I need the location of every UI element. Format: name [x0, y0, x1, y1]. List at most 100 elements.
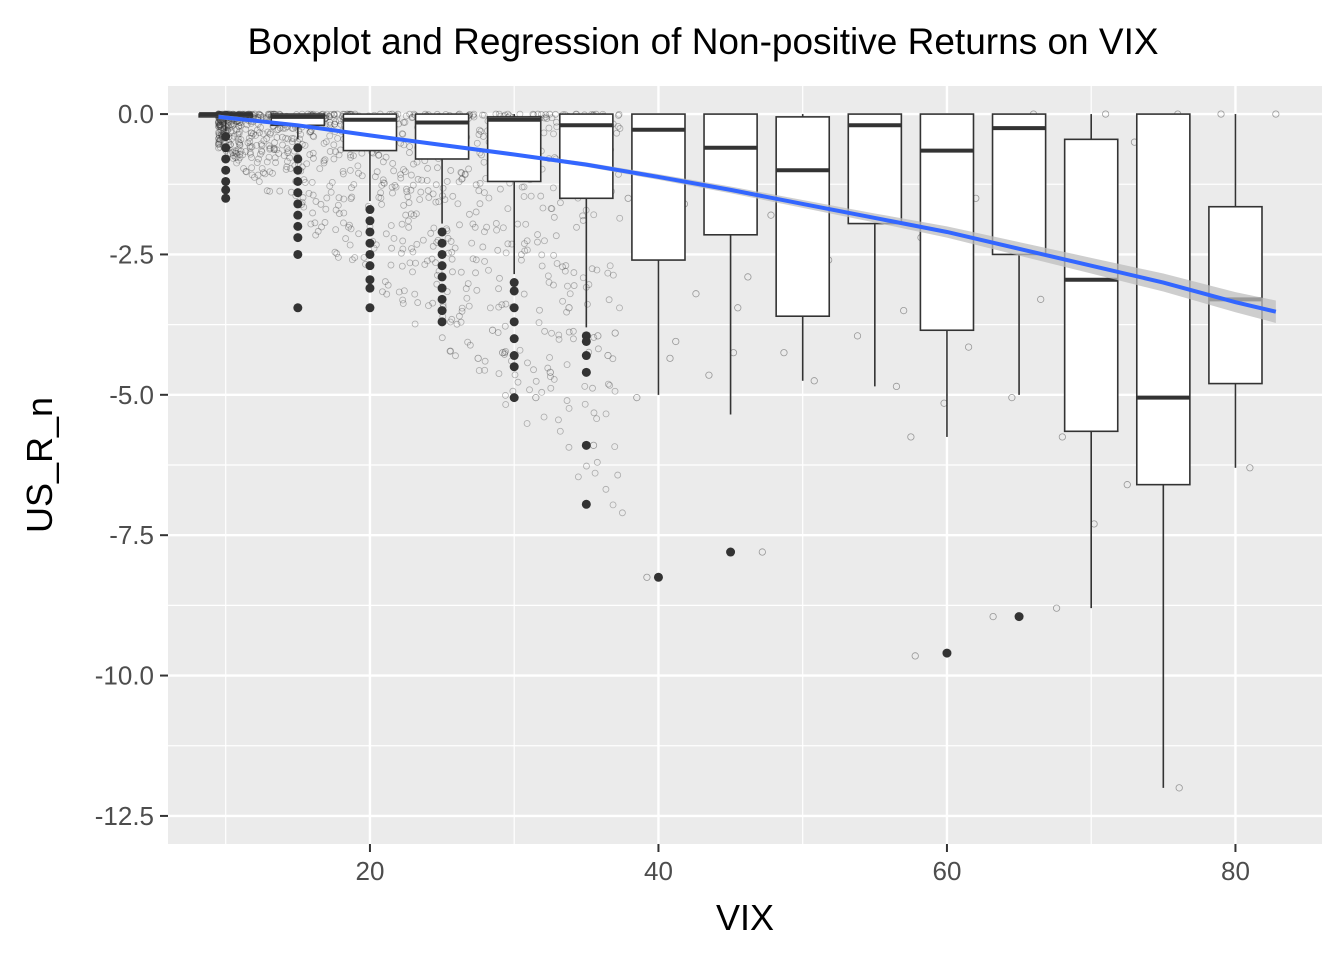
outlier-point	[221, 176, 231, 186]
scatter-point	[271, 154, 279, 162]
scatter-point	[283, 145, 291, 152]
scatter-point	[552, 110, 559, 118]
scatter-point	[216, 121, 224, 129]
scatter-point	[347, 225, 355, 233]
scatter-point	[911, 652, 919, 660]
scatter-point	[494, 329, 502, 336]
scatter-point	[488, 326, 497, 334]
scatter-point	[397, 174, 405, 182]
scatter-point	[1272, 110, 1280, 118]
scatter-point	[616, 125, 624, 132]
scatter-point	[463, 294, 471, 302]
scatter-point	[257, 123, 264, 131]
scatter-point	[266, 145, 274, 153]
scatter-point	[354, 162, 362, 170]
regression-line	[218, 114, 1277, 314]
scatter-point	[274, 126, 282, 133]
scatter-point	[535, 319, 543, 326]
scatter-point	[248, 171, 256, 179]
scatter-point	[570, 335, 577, 343]
outlier-point	[509, 334, 519, 344]
outlier-point	[437, 261, 447, 271]
scatter-point	[351, 254, 359, 261]
scatter-point	[465, 302, 473, 310]
scatter-point	[570, 269, 578, 276]
scatter-point	[604, 351, 612, 360]
scatter-point	[379, 176, 387, 184]
box	[991, 113, 1047, 256]
y-tick-label: -7.5	[109, 520, 154, 550]
scatter-point	[407, 186, 415, 194]
scatter-point	[523, 420, 531, 427]
axes: 0.0 -2.5 -5.0 -7.5 -10.0 -12.5 20 40 60 80	[95, 99, 1250, 886]
scatter-point	[563, 308, 570, 316]
scatter-point	[526, 386, 533, 394]
scatter-point	[326, 148, 334, 155]
scatter-point	[465, 165, 472, 173]
scatter-point	[236, 141, 244, 149]
scatter-point	[270, 144, 278, 152]
scatter-point	[550, 130, 557, 138]
scatter-point	[233, 153, 241, 161]
scatter-point	[486, 304, 494, 312]
scatter-point	[288, 138, 296, 146]
boxplot-65	[991, 113, 1047, 622]
scatter-point	[458, 169, 465, 177]
scatter-point	[235, 130, 243, 138]
scatter-point	[480, 111, 488, 119]
scatter-point	[472, 256, 480, 264]
scatter-point	[615, 110, 623, 118]
scatter-point	[246, 142, 254, 150]
scatter-point	[606, 381, 614, 389]
scatter-point	[227, 128, 235, 136]
scatter-point	[594, 332, 602, 340]
outlier-point	[293, 210, 303, 220]
scatter-point	[321, 156, 329, 164]
scatter-point	[407, 171, 415, 179]
scatter-point	[258, 148, 266, 156]
chart-title: Boxplot and Regression of Non-positive R…	[247, 21, 1158, 62]
scatter-point	[270, 146, 278, 153]
scatter-point	[400, 119, 407, 126]
scatter-point	[400, 166, 407, 173]
scatter-point	[265, 142, 273, 150]
scatter-point	[275, 150, 283, 157]
scatter-point	[258, 165, 266, 172]
scatter-point	[593, 458, 601, 466]
scatter-point	[604, 380, 612, 388]
x-tick-label: 40	[644, 856, 673, 886]
scatter-point	[260, 130, 267, 138]
outlier-point	[437, 306, 447, 316]
scatter-point	[231, 147, 238, 155]
scatter-point	[562, 262, 570, 269]
scatter-point	[220, 125, 228, 133]
scatter-point	[234, 130, 242, 138]
outlier-point	[581, 351, 591, 361]
scatter-point	[284, 158, 291, 165]
scatter-point	[257, 140, 265, 148]
scatter-point	[563, 397, 571, 404]
scatter-point	[564, 282, 571, 290]
scatter-point	[593, 266, 601, 274]
scatter-point	[237, 121, 245, 129]
scatter-point	[306, 151, 314, 158]
scatter-point	[284, 147, 292, 155]
scatter-point	[444, 234, 452, 242]
scatter-point	[263, 135, 271, 142]
scatter-point	[758, 548, 766, 556]
scatter-point	[493, 226, 500, 234]
scatter-point	[242, 167, 250, 175]
scatter-point	[429, 242, 437, 250]
outlier-point	[293, 199, 303, 209]
scatter-point	[307, 220, 315, 228]
scatter-point	[342, 235, 350, 242]
scatter-point	[330, 155, 338, 163]
scatter-point	[545, 278, 553, 286]
outlier-point	[653, 572, 663, 582]
scatter-point	[332, 118, 340, 126]
scatter-point	[481, 357, 489, 365]
boxplot-20	[342, 113, 398, 313]
scatter-point	[248, 129, 255, 137]
scatter-point	[538, 251, 546, 259]
scatter-point	[581, 382, 589, 390]
